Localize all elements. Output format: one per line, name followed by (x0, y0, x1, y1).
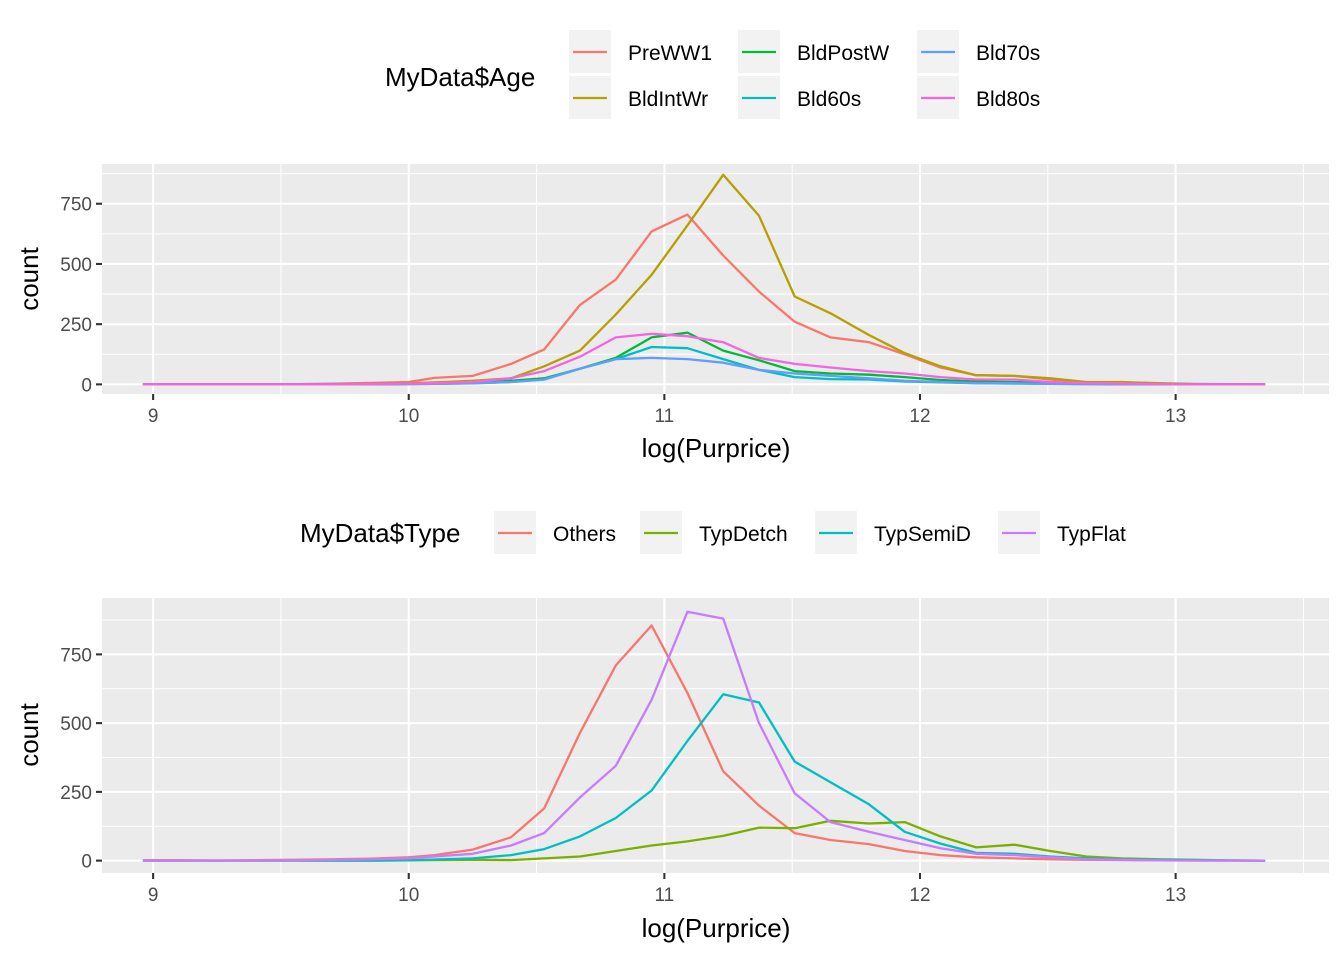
y-tick-label: 750 (60, 645, 92, 666)
legend-label-age-0: PreWW1 (628, 42, 712, 65)
y-tick-label: 250 (60, 783, 92, 804)
x-tick-label: 9 (148, 885, 159, 906)
legend-label-type-2: TypSemiD (874, 523, 971, 546)
legend-label-type-3: TypFlat (1057, 523, 1126, 546)
plot-panel-type (102, 598, 1329, 873)
y-tick-label: 500 (60, 714, 92, 735)
legend-title-type: MyData$Type (300, 518, 460, 548)
x-tick-label: 11 (655, 406, 675, 427)
x-axis-title-age: log(Purprice) (642, 433, 791, 463)
series-lines-type (142, 610, 1266, 862)
legend-item-age-3: Bld60s (738, 76, 861, 119)
legend-item-age-4: Bld70s (917, 30, 1040, 73)
series-line-age-5 (142, 332, 1266, 386)
legend-label-type-1: TypDetch (699, 523, 788, 546)
x-axis-age: 9 10 11 12 13 (148, 394, 1186, 427)
series-line-type-3 (142, 610, 1266, 862)
plot-panel-age (102, 164, 1329, 394)
legend-label-age-5: Bld80s (976, 88, 1040, 111)
chart-age: MyData$Age PreWW1 BldIntWr BldPostW Bld6… (14, 30, 1329, 463)
x-tick-label: 12 (909, 885, 930, 906)
y-tick-label: 750 (60, 195, 92, 216)
legend-item-age-5: Bld80s (917, 76, 1040, 119)
legend-item-type-1: TypDetch (640, 511, 788, 554)
legend-item-type-3: TypFlat (998, 511, 1126, 554)
legend-label-type-0: Others (553, 523, 616, 546)
x-axis-type: 9 10 11 12 13 (148, 873, 1186, 906)
x-tick-label: 13 (1165, 406, 1186, 427)
y-axis-type: 0 250 500 750 (60, 645, 102, 873)
y-tick-label: 250 (60, 315, 92, 336)
series-lines-age (142, 173, 1266, 386)
legend-type: MyData$Type Others TypDetch TypSemiD Typ… (300, 511, 1126, 554)
x-tick-label: 9 (148, 406, 159, 427)
legend-item-age-2: BldPostW (738, 30, 889, 73)
x-tick-label: 13 (1165, 885, 1186, 906)
y-tick-label: 0 (81, 375, 92, 396)
gridlines-age (102, 164, 1329, 394)
legend-item-age-1: BldIntWr (569, 76, 708, 119)
legend-label-age-3: Bld60s (797, 88, 861, 111)
legend-item-age-0: PreWW1 (569, 30, 712, 73)
y-tick-label: 500 (60, 255, 92, 276)
legend-label-age-1: BldIntWr (628, 88, 708, 111)
legend-item-type-0: Others (494, 511, 616, 554)
legend-label-age-4: Bld70s (976, 42, 1040, 65)
chart-type: MyData$Type Others TypDetch TypSemiD Typ… (14, 511, 1329, 943)
legend-title-age: MyData$Age (385, 62, 535, 92)
y-axis-title-type: count (14, 702, 44, 766)
legend-age: MyData$Age PreWW1 BldIntWr BldPostW Bld6… (385, 30, 1040, 119)
x-tick-label: 11 (655, 885, 675, 906)
legend-label-age-2: BldPostW (797, 42, 889, 65)
x-tick-label: 10 (398, 885, 419, 906)
x-tick-label: 12 (909, 406, 930, 427)
x-axis-title-type: log(Purprice) (642, 913, 791, 943)
x-tick-label: 10 (398, 406, 419, 427)
legend-item-type-2: TypSemiD (815, 511, 971, 554)
y-axis-age: 0 250 500 750 (60, 195, 102, 396)
y-axis-title-age: count (14, 246, 44, 310)
y-tick-label: 0 (81, 852, 92, 873)
